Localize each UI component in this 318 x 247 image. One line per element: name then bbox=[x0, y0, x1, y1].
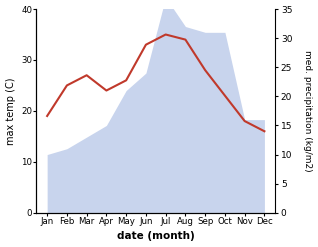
Y-axis label: med. precipitation (kg/m2): med. precipitation (kg/m2) bbox=[303, 50, 313, 172]
X-axis label: date (month): date (month) bbox=[117, 231, 195, 242]
Y-axis label: max temp (C): max temp (C) bbox=[5, 77, 16, 145]
